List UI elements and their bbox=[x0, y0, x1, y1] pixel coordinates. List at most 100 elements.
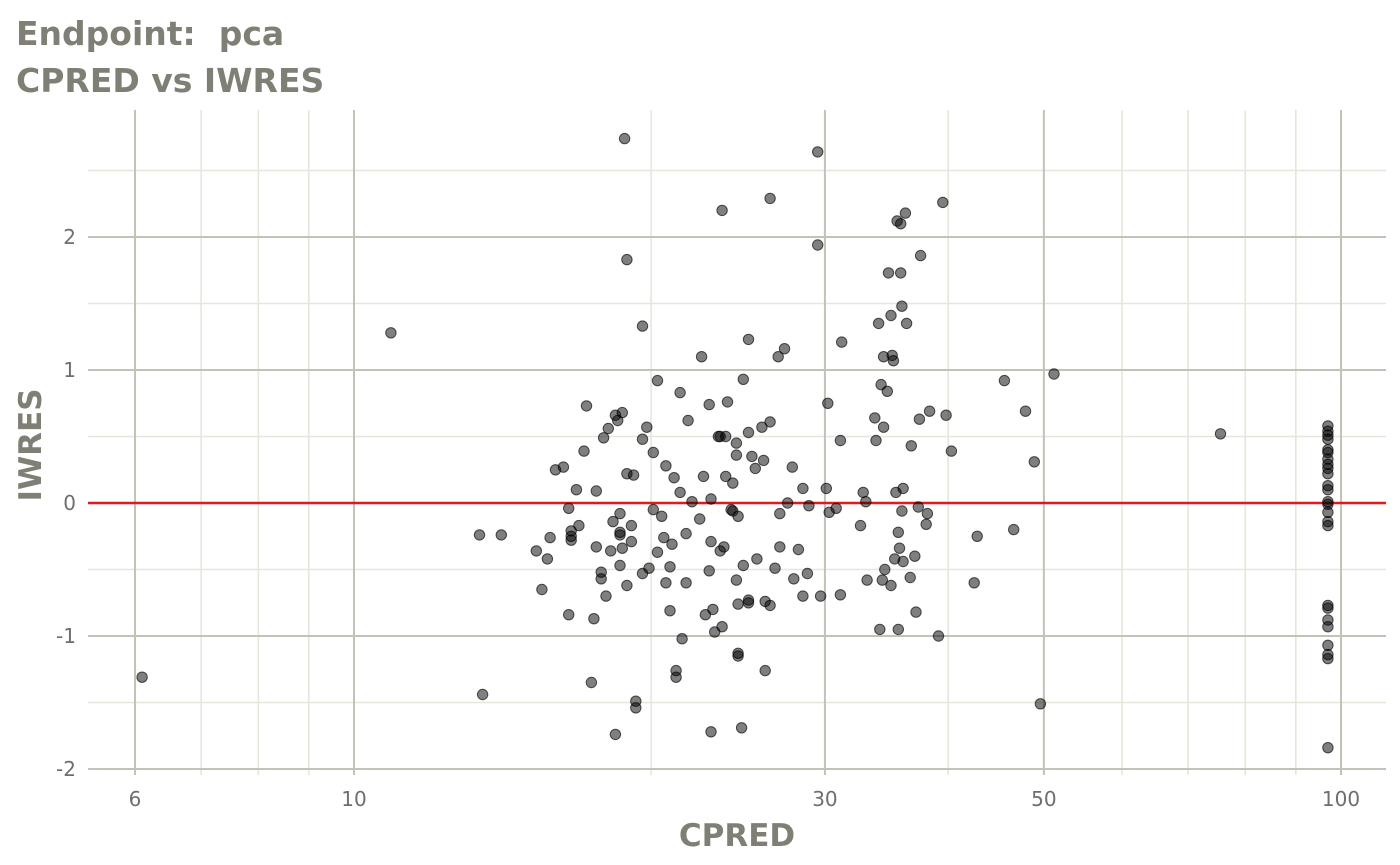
data-point bbox=[1322, 742, 1334, 754]
x-tick-label: 100 bbox=[1322, 787, 1360, 811]
data-point bbox=[614, 507, 626, 520]
data-point bbox=[757, 454, 770, 467]
data-point bbox=[803, 500, 815, 512]
data-point bbox=[580, 400, 593, 412]
data-point bbox=[694, 513, 706, 525]
data-point bbox=[595, 573, 607, 585]
data-point bbox=[732, 510, 744, 522]
data-point bbox=[707, 603, 719, 616]
data-point bbox=[1048, 368, 1060, 380]
data-point bbox=[1322, 484, 1334, 496]
data-point bbox=[720, 470, 732, 483]
data-point bbox=[630, 702, 642, 714]
data-point bbox=[627, 469, 640, 481]
data-point bbox=[730, 574, 743, 586]
data-point bbox=[660, 577, 672, 589]
data-point bbox=[616, 406, 628, 419]
data-point bbox=[597, 432, 610, 444]
data-point bbox=[647, 503, 659, 516]
data-point bbox=[720, 430, 732, 443]
data-point bbox=[716, 204, 728, 217]
data-point bbox=[495, 529, 507, 541]
data-point bbox=[473, 529, 486, 541]
data-point bbox=[660, 460, 672, 472]
data-point bbox=[735, 722, 748, 734]
data-point bbox=[705, 493, 717, 505]
data-point bbox=[476, 688, 489, 701]
data-point bbox=[861, 574, 873, 586]
data-point bbox=[607, 515, 619, 528]
data-point bbox=[812, 239, 824, 251]
data-point bbox=[536, 583, 548, 596]
data-points bbox=[136, 132, 1334, 754]
data-point bbox=[877, 421, 890, 433]
data-point bbox=[621, 579, 633, 592]
data-point bbox=[1322, 433, 1334, 445]
data-point bbox=[749, 462, 761, 475]
data-point bbox=[732, 598, 744, 610]
y-tick-label: 2 bbox=[63, 225, 76, 249]
chart-subtitle: CPRED vs IWRES bbox=[16, 61, 325, 100]
data-point bbox=[614, 559, 626, 572]
x-tick-label: 10 bbox=[341, 787, 366, 811]
data-point bbox=[651, 546, 664, 558]
data-point bbox=[764, 599, 776, 612]
data-point bbox=[686, 496, 698, 508]
data-point bbox=[1034, 698, 1047, 710]
data-point bbox=[904, 571, 916, 584]
data-point bbox=[892, 623, 904, 636]
data-point bbox=[869, 412, 881, 424]
data-point bbox=[1214, 428, 1227, 440]
data-point bbox=[563, 609, 575, 621]
data-point bbox=[860, 496, 872, 508]
data-point bbox=[834, 589, 847, 601]
data-point bbox=[674, 486, 686, 499]
data-point bbox=[742, 426, 755, 439]
data-point bbox=[742, 597, 755, 609]
data-point bbox=[912, 501, 924, 513]
data-point bbox=[588, 613, 600, 625]
data-point bbox=[885, 579, 897, 592]
data-point bbox=[658, 531, 670, 544]
y-axis-title: IWRES bbox=[13, 388, 49, 501]
data-point bbox=[666, 538, 678, 550]
x-tick-label: 30 bbox=[812, 787, 837, 811]
data-point bbox=[1322, 519, 1334, 532]
data-point bbox=[920, 518, 932, 530]
data-point bbox=[751, 553, 763, 565]
y-tick-label: -1 bbox=[56, 624, 76, 648]
data-point bbox=[1322, 652, 1334, 665]
data-point bbox=[759, 664, 771, 677]
data-point bbox=[876, 574, 888, 586]
data-point bbox=[801, 567, 814, 580]
data-point bbox=[892, 526, 904, 538]
data-point bbox=[680, 527, 692, 540]
data-point bbox=[718, 541, 730, 553]
data-point bbox=[895, 218, 907, 230]
data-point bbox=[385, 327, 397, 339]
data-point bbox=[605, 545, 617, 557]
data-point bbox=[905, 440, 917, 452]
data-point bbox=[578, 445, 590, 457]
data-point bbox=[682, 414, 694, 427]
data-point bbox=[822, 397, 834, 409]
data-point bbox=[680, 577, 692, 589]
data-point bbox=[668, 472, 680, 484]
data-point bbox=[769, 562, 781, 574]
data-point bbox=[781, 497, 794, 509]
data-point bbox=[830, 502, 842, 514]
data-point bbox=[590, 485, 602, 497]
data-point bbox=[730, 437, 743, 449]
data-point bbox=[647, 446, 659, 459]
data-point bbox=[1322, 468, 1334, 480]
data-point bbox=[727, 477, 739, 489]
data-point bbox=[703, 398, 715, 411]
data-point bbox=[600, 590, 612, 602]
data-point bbox=[910, 606, 922, 618]
data-point bbox=[836, 336, 848, 348]
x-axis-title: CPRED bbox=[679, 818, 795, 854]
data-point bbox=[893, 542, 906, 554]
data-point bbox=[764, 192, 776, 205]
data-point bbox=[854, 519, 867, 532]
data-point bbox=[914, 249, 927, 262]
